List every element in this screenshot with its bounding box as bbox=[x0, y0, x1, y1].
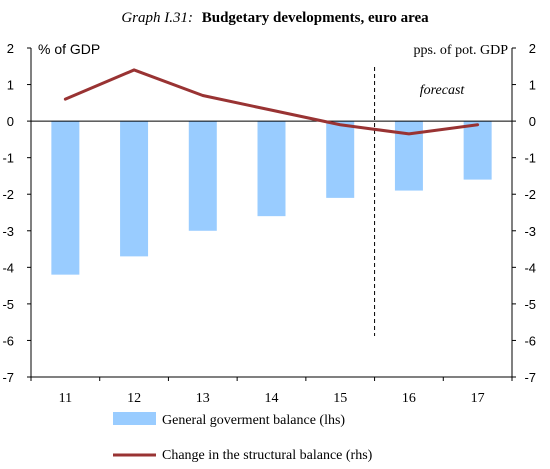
y-tick-label-right: -7 bbox=[524, 370, 536, 385]
chart-title-main: Budgetary developments, euro area bbox=[202, 10, 429, 26]
bar bbox=[326, 121, 355, 198]
y-tick-label-left: -1 bbox=[2, 151, 14, 166]
line-layer bbox=[63, 68, 480, 136]
bar bbox=[188, 121, 217, 231]
y-tick-label-left: 1 bbox=[7, 78, 14, 93]
y-tick-label-right: 1 bbox=[529, 78, 536, 93]
y-tick-label-left: -7 bbox=[2, 370, 14, 385]
y-tick-label-right: 2 bbox=[529, 41, 536, 56]
chart-title: Graph I.31: Budgetary developments, euro… bbox=[121, 10, 429, 26]
x-tick-label: 14 bbox=[265, 391, 279, 406]
legend-label-bar: General goverment balance (lhs) bbox=[162, 413, 345, 428]
y-tick-label-right: 0 bbox=[529, 114, 536, 129]
ticks-layer: 2 21 10 0-1 -1-2 -2-3 -3-4 -4-5 -5-6 -6-7 -711 12 13… bbox=[2, 41, 536, 406]
y-tick-label-left: -3 bbox=[2, 224, 14, 239]
y-axis-label-left: % of GDP bbox=[38, 41, 100, 57]
y-tick-label-right: -5 bbox=[524, 297, 536, 312]
bars-layer bbox=[51, 121, 492, 275]
y-axis-label-right: pps. of pot. GDP bbox=[413, 43, 508, 58]
y-tick-label-right: -3 bbox=[524, 224, 536, 239]
legend-label-line: Change in the structural balance (rhs) bbox=[162, 448, 373, 463]
y-tick-label-right: -6 bbox=[524, 333, 536, 348]
series-line-structural-balance bbox=[63, 68, 480, 136]
bar bbox=[120, 121, 149, 257]
y-tick-label-left: 0 bbox=[7, 114, 14, 129]
x-tick-label: 15 bbox=[333, 391, 347, 406]
x-tick-label: 12 bbox=[127, 391, 141, 406]
bar bbox=[257, 121, 286, 217]
y-tick-label-left: 2 bbox=[7, 41, 14, 56]
forecast-annotation: forecast bbox=[420, 83, 466, 98]
legend-swatch-bar bbox=[113, 412, 156, 425]
chart-title-prefix: Graph I.31: bbox=[121, 10, 193, 26]
axes-layer bbox=[30, 48, 513, 378]
x-tick-label: 16 bbox=[402, 391, 416, 406]
x-tick-label: 11 bbox=[59, 391, 72, 406]
y-tick-label-right: -4 bbox=[524, 260, 536, 275]
bar bbox=[51, 121, 80, 275]
y-tick-label-left: -5 bbox=[2, 297, 14, 312]
y-tick-label-left: -2 bbox=[2, 187, 14, 202]
legend: General goverment balance (lhs) Change i… bbox=[113, 412, 373, 463]
x-tick-label: 13 bbox=[196, 391, 210, 406]
bar bbox=[463, 121, 492, 180]
y-tick-label-right: -2 bbox=[524, 187, 536, 202]
y-tick-label-left: -4 bbox=[2, 260, 14, 275]
y-tick-label-right: -1 bbox=[524, 151, 536, 166]
x-tick-label: 17 bbox=[471, 391, 485, 406]
y-tick-label-left: -6 bbox=[2, 333, 14, 348]
